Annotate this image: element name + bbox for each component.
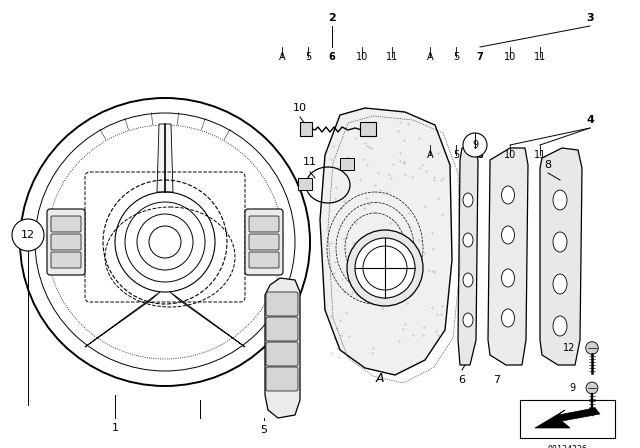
Text: 5: 5 xyxy=(260,425,268,435)
Text: 12: 12 xyxy=(563,343,575,353)
Polygon shape xyxy=(320,108,452,375)
Text: 10: 10 xyxy=(293,103,307,113)
Text: 8: 8 xyxy=(545,160,552,170)
Text: 8: 8 xyxy=(477,150,483,160)
Text: 4: 4 xyxy=(586,115,594,125)
Text: 11: 11 xyxy=(303,157,317,167)
FancyBboxPatch shape xyxy=(340,158,354,170)
FancyBboxPatch shape xyxy=(249,252,279,268)
FancyBboxPatch shape xyxy=(266,317,298,341)
FancyBboxPatch shape xyxy=(266,342,298,366)
Ellipse shape xyxy=(553,190,567,210)
FancyBboxPatch shape xyxy=(51,216,81,232)
FancyBboxPatch shape xyxy=(51,234,81,250)
Text: A: A xyxy=(376,371,384,384)
Text: A: A xyxy=(427,150,433,160)
Ellipse shape xyxy=(502,186,515,204)
FancyBboxPatch shape xyxy=(249,216,279,232)
Ellipse shape xyxy=(553,316,567,336)
Ellipse shape xyxy=(463,233,473,247)
Polygon shape xyxy=(85,292,160,347)
FancyBboxPatch shape xyxy=(245,209,283,275)
Text: 5: 5 xyxy=(453,52,459,62)
Text: 9: 9 xyxy=(569,383,575,393)
Polygon shape xyxy=(488,148,528,365)
Polygon shape xyxy=(535,408,600,428)
Ellipse shape xyxy=(463,273,473,287)
Circle shape xyxy=(12,219,44,251)
Text: 3: 3 xyxy=(586,13,594,23)
Polygon shape xyxy=(458,148,478,365)
Text: 12: 12 xyxy=(21,230,35,240)
Text: 11: 11 xyxy=(386,52,398,62)
Polygon shape xyxy=(157,124,173,192)
Ellipse shape xyxy=(502,226,515,244)
Text: 6: 6 xyxy=(458,375,465,385)
FancyBboxPatch shape xyxy=(47,209,85,275)
Text: 5: 5 xyxy=(453,150,459,160)
Circle shape xyxy=(347,230,423,306)
Ellipse shape xyxy=(553,232,567,252)
FancyBboxPatch shape xyxy=(266,367,298,391)
FancyBboxPatch shape xyxy=(266,292,298,316)
Circle shape xyxy=(463,133,487,157)
Text: 5: 5 xyxy=(305,52,311,62)
Text: 2: 2 xyxy=(328,13,336,23)
Polygon shape xyxy=(265,278,300,418)
Text: 10: 10 xyxy=(504,150,516,160)
FancyBboxPatch shape xyxy=(249,234,279,250)
Text: 6: 6 xyxy=(328,52,335,62)
Circle shape xyxy=(355,238,415,298)
Ellipse shape xyxy=(463,193,473,207)
FancyBboxPatch shape xyxy=(51,252,81,268)
Text: 9: 9 xyxy=(472,140,478,150)
FancyBboxPatch shape xyxy=(300,122,312,136)
FancyBboxPatch shape xyxy=(360,122,376,136)
Text: A: A xyxy=(427,52,433,62)
Text: 7: 7 xyxy=(493,375,500,385)
Text: 1: 1 xyxy=(111,423,118,433)
Text: A: A xyxy=(278,52,285,62)
Ellipse shape xyxy=(553,274,567,294)
Ellipse shape xyxy=(502,309,515,327)
Ellipse shape xyxy=(502,269,515,287)
Polygon shape xyxy=(540,148,582,365)
Text: 00134226: 00134226 xyxy=(547,445,588,448)
Text: 10: 10 xyxy=(356,52,368,62)
Text: 11: 11 xyxy=(534,52,546,62)
Text: 7: 7 xyxy=(477,52,483,62)
Text: 11: 11 xyxy=(534,150,546,160)
Ellipse shape xyxy=(463,313,473,327)
Circle shape xyxy=(586,382,598,394)
Circle shape xyxy=(586,342,598,354)
Polygon shape xyxy=(170,292,245,347)
Text: 10: 10 xyxy=(504,52,516,62)
FancyBboxPatch shape xyxy=(298,178,312,190)
